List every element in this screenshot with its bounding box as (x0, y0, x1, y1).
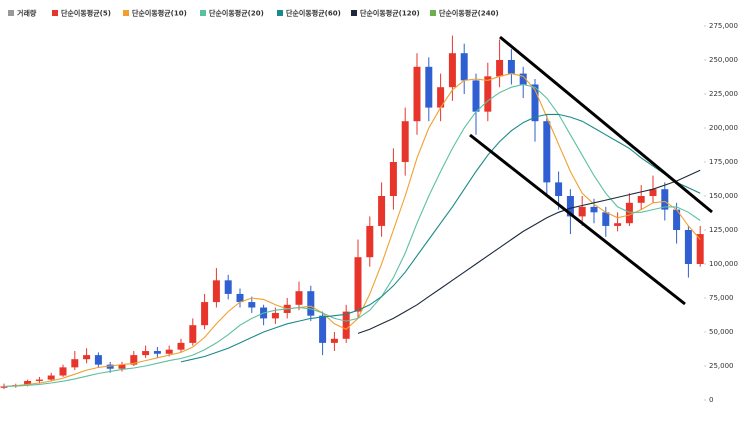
candle-body (543, 121, 551, 183)
ma-line (3, 73, 701, 387)
legend-label: 단순이동평균(120) (360, 9, 420, 18)
y-tick-label: 175,000 (709, 158, 738, 166)
candle-body (24, 380, 32, 386)
legend-label: 단순이동평균(10) (132, 9, 187, 18)
candle-body (649, 189, 657, 196)
legend-swatch (52, 10, 58, 16)
candle-body (189, 325, 197, 343)
y-tick-label: 150,000 (709, 192, 738, 200)
candle-body (177, 342, 185, 350)
candle-body (295, 291, 303, 305)
legend-label: 거래량 (17, 9, 37, 18)
y-tick-label: 100,000 (709, 260, 738, 268)
candle-body (201, 302, 209, 326)
candle-body (637, 196, 645, 203)
candle-body (366, 225, 374, 258)
candle-body (35, 379, 43, 381)
candle-body (389, 162, 397, 196)
candle-body (83, 355, 91, 360)
candle-body (448, 53, 456, 88)
candle-body (696, 234, 704, 264)
candle-body (602, 212, 610, 226)
y-tick-label: 200,000 (709, 124, 738, 132)
y-tick-label: 250,000 (709, 56, 738, 64)
ma-line (357, 169, 701, 334)
candle-body (47, 375, 55, 380)
candle-body (496, 60, 504, 77)
legend-swatch (8, 10, 14, 16)
legend-label: 단순이동평균(5) (61, 9, 111, 18)
legend-swatch (200, 10, 206, 16)
candle-body (342, 311, 350, 339)
candle-body (319, 315, 327, 343)
plot: 0 25,000 50,000 75,000 100,000 125,000 150,000… (0, 22, 738, 404)
candle-body (153, 351, 161, 354)
candle-body (236, 293, 244, 303)
candle-body (507, 60, 515, 74)
candle-body (354, 257, 362, 312)
candle-body (484, 76, 492, 112)
y-tick-label: 75,000 (709, 294, 734, 302)
y-tick-label: 225,000 (709, 90, 738, 98)
legend-swatch (123, 10, 129, 16)
candle-body (555, 182, 563, 196)
candle-body (94, 355, 102, 365)
candle-body (578, 206, 586, 217)
candle-body (684, 230, 692, 264)
candle-body (531, 84, 539, 122)
candle-body (71, 359, 79, 368)
candle-body (378, 196, 386, 226)
legend-swatch (351, 10, 357, 16)
candle-body (519, 73, 527, 85)
candle-body (437, 87, 445, 108)
trend-line (469, 133, 686, 306)
legend-label: 단순이동평균(60) (286, 9, 341, 18)
candle-body (142, 351, 150, 356)
legend-label: 단순이동평균(20) (209, 9, 264, 18)
ma-line (180, 113, 701, 363)
candle-body (130, 355, 138, 365)
y-tick-label: 0 (709, 396, 713, 404)
candle-body (165, 349, 173, 354)
y-tick-label: 125,000 (709, 226, 738, 234)
candle-body (472, 80, 480, 112)
legend-swatch (277, 10, 283, 16)
candle-body (307, 291, 315, 316)
candle-body (248, 302, 256, 308)
ma-line (3, 83, 701, 387)
candle-body (460, 53, 468, 81)
candle-body (59, 367, 67, 376)
candle-body (566, 196, 574, 217)
candle-body (413, 66, 421, 122)
candle-body (425, 66, 433, 108)
candle-body (673, 209, 681, 230)
candle-body (0, 386, 8, 388)
y-tick-label: 275,000 (709, 22, 738, 30)
trend-line (499, 35, 713, 214)
y-tick-label: 50,000 (709, 328, 734, 336)
candle-body (590, 206, 598, 213)
candle-body (212, 280, 220, 303)
legend-label: 단순이동평균(240) (439, 9, 499, 18)
candle-body (106, 364, 114, 369)
legend-swatch (430, 10, 436, 16)
candle-body (661, 189, 669, 210)
candle-body (118, 364, 126, 369)
y-tick-label: 25,000 (709, 362, 734, 370)
candle-body (224, 280, 232, 294)
candle-body (401, 121, 409, 162)
candle-body (614, 223, 622, 226)
candle-body (625, 202, 633, 224)
candle-body (330, 338, 338, 343)
candle-body (271, 312, 279, 319)
